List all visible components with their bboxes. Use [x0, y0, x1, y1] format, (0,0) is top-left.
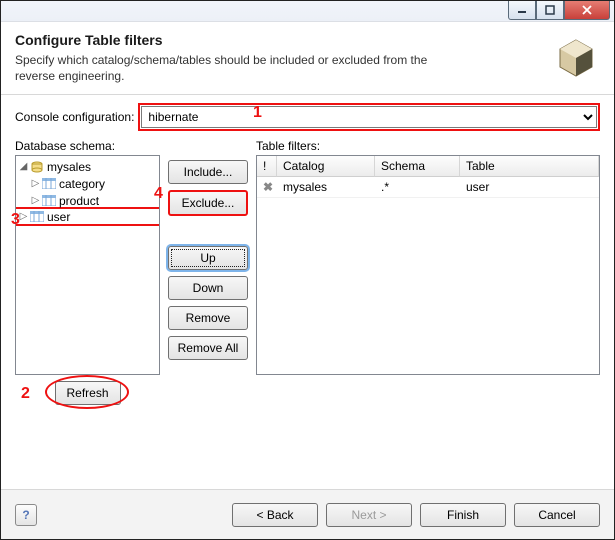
refresh-area: Refresh 2: [15, 381, 160, 405]
tree-item-label: user: [45, 210, 70, 224]
console-config-label: Console configuration:: [15, 110, 134, 124]
annotation-3: 3: [11, 211, 20, 229]
annotation-4: 4: [154, 185, 163, 203]
col-table[interactable]: Table: [460, 156, 599, 177]
table-row[interactable]: ✖ mysales .* user: [257, 177, 599, 198]
close-button[interactable]: [564, 1, 610, 20]
down-button[interactable]: Down: [168, 276, 248, 300]
col-catalog[interactable]: Catalog: [277, 156, 375, 177]
schema-label: Database schema:: [15, 139, 160, 153]
col-mark[interactable]: !: [257, 156, 277, 177]
hibernate-logo-icon: [552, 36, 600, 84]
window-controls: [508, 1, 610, 22]
tree-item-label: product: [57, 194, 99, 208]
remove-button[interactable]: Remove: [168, 306, 248, 330]
tree-item-category[interactable]: ▷ category: [16, 175, 159, 192]
row-table: user: [460, 177, 599, 197]
dialog-body: Console configuration: hibernate 1 Datab…: [1, 95, 614, 409]
refresh-button[interactable]: Refresh: [55, 381, 121, 405]
expand-icon[interactable]: ▷: [30, 178, 41, 189]
console-config-row: Console configuration: hibernate 1: [15, 103, 600, 131]
schema-panel: Database schema: ◢ mysales ▷: [15, 139, 160, 405]
maximize-button[interactable]: [536, 1, 564, 20]
tree-root-label: mysales: [45, 160, 91, 174]
filters-panel: Table filters: ! Catalog Schema Table ✖ …: [256, 139, 600, 405]
schema-tree[interactable]: ◢ mysales ▷ category ▷: [15, 155, 160, 375]
dialog-description: Specify which catalog/schema/tables shou…: [15, 52, 445, 84]
up-button[interactable]: Up: [168, 246, 248, 270]
row-schema: .*: [375, 177, 460, 197]
filters-table-header: ! Catalog Schema Table: [257, 156, 599, 177]
filters-label: Table filters:: [256, 139, 600, 153]
exclude-button[interactable]: Exclude...: [168, 190, 248, 216]
col-schema[interactable]: Schema: [375, 156, 460, 177]
main-area: Database schema: ◢ mysales ▷: [15, 139, 600, 405]
finish-button[interactable]: Finish: [420, 503, 506, 527]
tree-root[interactable]: ◢ mysales: [16, 158, 159, 175]
window-frame: Configure Table filters Specify which ca…: [0, 0, 615, 540]
tree-item-label: category: [57, 177, 105, 191]
help-button[interactable]: ?: [15, 504, 37, 526]
include-button[interactable]: Include...: [168, 160, 248, 184]
console-config-select[interactable]: hibernate: [141, 106, 597, 128]
dialog-header: Configure Table filters Specify which ca…: [1, 22, 614, 95]
annotation-2: 2: [21, 385, 30, 403]
table-icon: [29, 211, 45, 222]
dialog-title: Configure Table filters: [15, 32, 445, 48]
expand-icon[interactable]: ▷: [30, 195, 41, 206]
annotation-1: 1: [253, 104, 262, 122]
tree-item-user[interactable]: ▷ user: [15, 207, 160, 226]
next-button: Next >: [326, 503, 412, 527]
filters-table[interactable]: ! Catalog Schema Table ✖ mysales .* user: [256, 155, 600, 375]
filter-buttons-panel: Include... Exclude... 4 Up Down Remove R…: [168, 139, 248, 405]
table-icon: [41, 195, 57, 206]
minimize-button[interactable]: [508, 1, 536, 20]
row-mark: ✖: [257, 177, 277, 197]
cancel-button[interactable]: Cancel: [514, 503, 600, 527]
database-icon: [29, 161, 45, 173]
remove-all-button[interactable]: Remove All: [168, 336, 248, 360]
row-catalog: mysales: [277, 177, 375, 197]
annotation-box-1: hibernate: [138, 103, 600, 131]
table-icon: [41, 178, 57, 189]
dialog-footer: ? < Back Next > Finish Cancel: [1, 489, 614, 539]
expand-icon[interactable]: ◢: [18, 161, 29, 172]
back-button[interactable]: < Back: [232, 503, 318, 527]
